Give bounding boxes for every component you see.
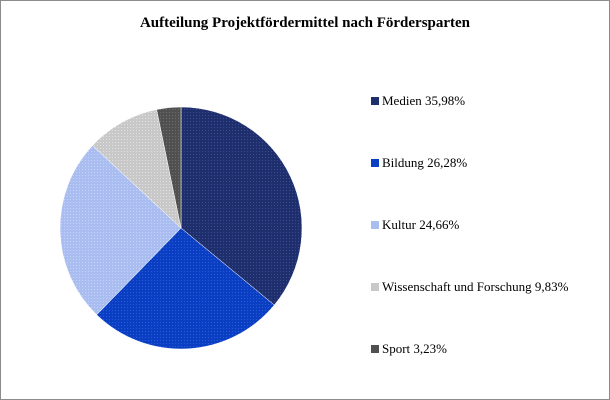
legend-item-kultur: Kultur 24,66% bbox=[371, 217, 459, 233]
legend-swatch bbox=[371, 283, 379, 291]
legend-label: Sport 3,23% bbox=[382, 341, 447, 356]
legend-swatch bbox=[371, 159, 379, 167]
legend-swatch bbox=[371, 221, 379, 229]
legend-item-wissenschaft-und-forschung: Wissenschaft und Forschung 9,83% bbox=[371, 279, 569, 295]
pie-slice-kultur bbox=[59, 145, 182, 316]
pie-slice-bildung bbox=[96, 227, 275, 350]
legend-item-medien: Medien 35,98% bbox=[371, 93, 465, 109]
pie-slice-sport bbox=[156, 106, 182, 229]
chart-title: Aufteilung Projektfördermittel nach Förd… bbox=[139, 15, 471, 31]
legend-label: Wissenschaft und Forschung 9,83% bbox=[382, 279, 569, 294]
legend-label: Bildung 26,28% bbox=[382, 155, 468, 170]
legend-swatch bbox=[371, 97, 379, 105]
pie-slice-medien bbox=[180, 106, 303, 306]
legend-label: Medien 35,98% bbox=[382, 93, 466, 108]
legend-label: Kultur 24,66% bbox=[382, 217, 460, 232]
pie-slice-wissenschaft-und-forschung bbox=[92, 109, 182, 229]
legend-item-bildung: Bildung 26,28% bbox=[371, 155, 467, 171]
legend-item-sport: Sport 3,23% bbox=[371, 341, 447, 357]
legend-swatch bbox=[371, 345, 379, 353]
